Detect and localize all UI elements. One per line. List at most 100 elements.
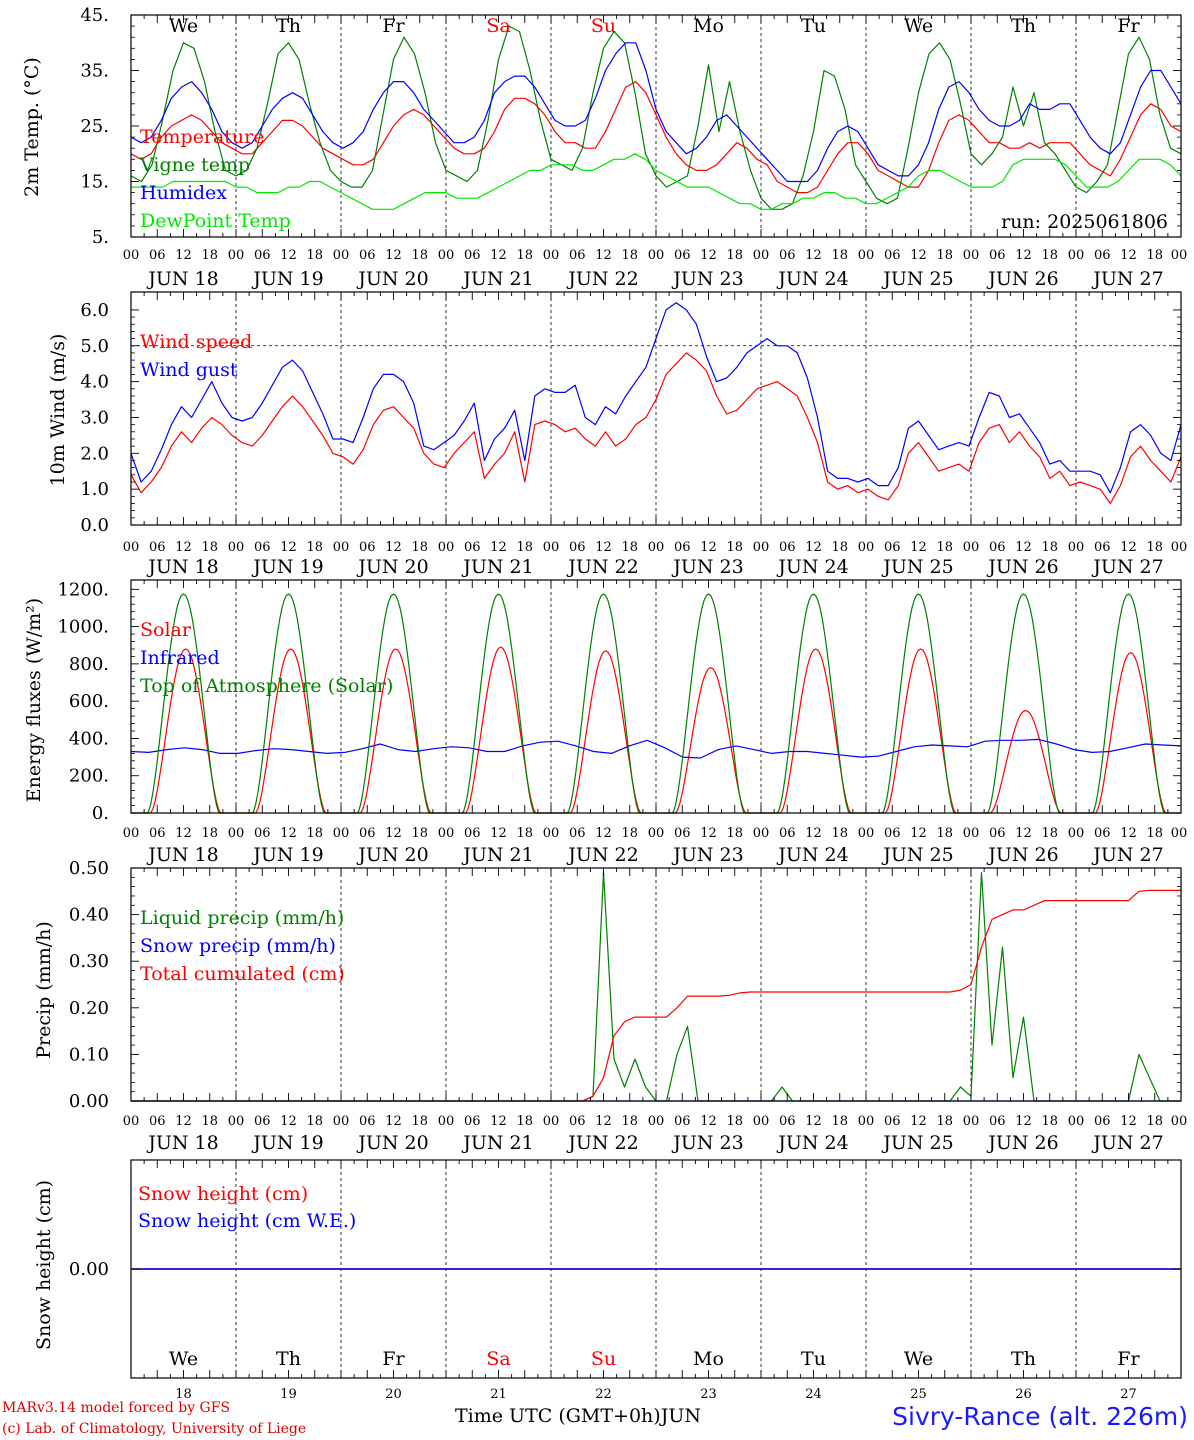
- hour-tick-label: 18: [306, 540, 323, 555]
- hour-tick-label: 06: [779, 248, 796, 263]
- date-label: JUN 24: [776, 268, 848, 290]
- time-axis-label: Time UTC (GMT+0h): [455, 1405, 661, 1427]
- panel-precip: 0.00 0.10 0.20 0.30 0.40 0.50 Precip (mm/h) L…: [33, 858, 1187, 1154]
- hour-tick-label: 00: [753, 1114, 770, 1129]
- hour-tick-label: 18: [936, 248, 953, 263]
- wind-speed-line: [130, 352, 1182, 505]
- hour-tick-label: 06: [149, 1114, 166, 1129]
- date-label: JUN 18: [146, 556, 218, 578]
- hour-tick-label: 12: [1015, 248, 1032, 263]
- panel-wind: 0.0 1.0 2.0 3.0 4.0 5.0 6.0 10m Wind (m/s) Win…: [47, 291, 1187, 578]
- hour-tick-label: 06: [884, 248, 901, 263]
- hour-tick-label: 12: [1120, 1114, 1137, 1129]
- hour-tick-label: 12: [385, 826, 402, 841]
- hour-tick-label: 18: [201, 540, 218, 555]
- hour-tick-label: 06: [569, 826, 586, 841]
- hour-tick-label: 12: [385, 1114, 402, 1129]
- hour-tick-label: 00: [753, 248, 770, 263]
- lab-credit: (c) Lab. of Climatology, University of L…: [2, 1421, 307, 1437]
- date-label: JUN 23: [671, 556, 743, 578]
- y-tick-label: 0.00: [69, 1091, 109, 1112]
- model-credit: MARv3.14 model forced by GFS: [2, 1400, 231, 1416]
- hour-tick-label: 12: [700, 826, 717, 841]
- month-label: JUN: [660, 1405, 701, 1427]
- snow-axis-ticks: [130, 1160, 1182, 1378]
- hour-tick-label: 18: [306, 826, 323, 841]
- hour-tick-label: 00: [543, 540, 560, 555]
- weekday-label: We: [169, 15, 198, 37]
- hour-tick-label: 06: [1094, 540, 1111, 555]
- hour-tick-label: 00: [858, 248, 875, 263]
- y-tick-label: 45.: [80, 5, 109, 26]
- weekday-label: We: [904, 15, 933, 37]
- hour-tick-label: 18: [621, 540, 638, 555]
- energy-y-tick-labels: 0. 200. 400. 600. 800. 1000. 1200.: [57, 579, 109, 824]
- hour-tick-label: 00: [333, 540, 350, 555]
- time-axis-title: Time UTC (GMT+0h)JUN: [455, 1405, 701, 1427]
- humidex-line: [130, 42, 1182, 183]
- y-tick-label: 0.0: [80, 515, 109, 536]
- hour-tick-label: 00: [648, 248, 665, 263]
- hour-tick-label: 00: [963, 1114, 980, 1129]
- hour-tick-label: 00: [438, 540, 455, 555]
- hour-tick-label: 18: [1146, 1114, 1163, 1129]
- precip-date-labels: JUN 18 JUN 19 JUN 20 JUN 21 JUN 22 JUN 23 JUN …: [146, 1132, 1163, 1154]
- hour-tick-label: 06: [989, 248, 1006, 263]
- hour-tick-label: 18: [411, 826, 428, 841]
- date-label: JUN 21: [461, 844, 533, 866]
- weekday-label: We: [904, 1348, 933, 1370]
- hour-tick-label: 18: [1041, 248, 1058, 263]
- legend-entry: Snow height (cm W.E.): [138, 1210, 356, 1232]
- hour-tick-label: 12: [1015, 826, 1032, 841]
- hour-tick-label: 00: [543, 826, 560, 841]
- hour-tick-label: 18: [936, 540, 953, 555]
- weekday-label: Mo: [693, 15, 724, 37]
- hour-tick-label: 18: [621, 826, 638, 841]
- panel-temperature: 5. 15. 25. 35. 45. 2m Temp. (°C) Temperature…: [21, 5, 1187, 290]
- hour-tick-label: 06: [149, 540, 166, 555]
- hour-tick-label: 06: [989, 540, 1006, 555]
- hour-tick-label: 00: [858, 826, 875, 841]
- hour-tick-label: 18: [201, 1114, 218, 1129]
- weekday-label: Fr: [382, 15, 405, 37]
- hour-tick-label: 06: [674, 1114, 691, 1129]
- hour-tick-label: 06: [674, 248, 691, 263]
- hour-tick-label: 06: [674, 826, 691, 841]
- legend-entry: Snow precip (mm/h): [140, 935, 336, 957]
- wind-date-labels: JUN 18 JUN 19 JUN 20 JUN 21 JUN 22 JUN 23 JUN …: [146, 556, 1163, 578]
- hour-tick-label: 00: [1171, 1114, 1188, 1129]
- legend-entry: Temperature: [140, 126, 264, 148]
- day-number: 18: [175, 1387, 192, 1402]
- hour-tick-label: 12: [595, 540, 612, 555]
- hour-tick-label: 12: [490, 540, 507, 555]
- date-label: JUN 25: [881, 1132, 953, 1154]
- hour-tick-label: 00: [228, 826, 245, 841]
- date-label: JUN 22: [566, 1132, 638, 1154]
- snow-y-tick-labels: 0.00: [69, 1259, 109, 1280]
- hour-tick-label: 06: [989, 826, 1006, 841]
- wind-gust-line: [130, 302, 1182, 494]
- y-tick-label: 1.0: [80, 479, 109, 500]
- hour-tick-label: 12: [1120, 248, 1137, 263]
- precip-hour-labels: 00 06 12 18 00 06 12 18 00 06 12 18 00 06 12 18 00 06 12 18…: [123, 1114, 1188, 1129]
- hour-tick-label: 06: [1094, 826, 1111, 841]
- wind-y-axis-label: 10m Wind (m/s): [47, 334, 69, 487]
- hour-tick-label: 18: [726, 826, 743, 841]
- wind-y-tick-labels: 0.0 1.0 2.0 3.0 4.0 5.0 6.0: [80, 300, 109, 536]
- date-label: JUN 27: [1091, 844, 1163, 866]
- hour-tick-label: 12: [910, 540, 927, 555]
- hour-tick-label: 06: [464, 826, 481, 841]
- hour-tick-label: 18: [1146, 540, 1163, 555]
- hour-tick-label: 12: [490, 826, 507, 841]
- hour-tick-label: 12: [700, 1114, 717, 1129]
- day-number: 24: [805, 1387, 822, 1402]
- hour-tick-label: 06: [464, 1114, 481, 1129]
- hour-tick-label: 12: [805, 1114, 822, 1129]
- hour-tick-label: 00: [858, 540, 875, 555]
- hour-tick-label: 12: [805, 540, 822, 555]
- hour-tick-label: 12: [1120, 826, 1137, 841]
- date-label: JUN 22: [566, 556, 638, 578]
- y-tick-label: 0.20: [69, 998, 109, 1019]
- y-tick-label: 0.10: [69, 1044, 109, 1065]
- date-label: JUN 19: [251, 844, 323, 866]
